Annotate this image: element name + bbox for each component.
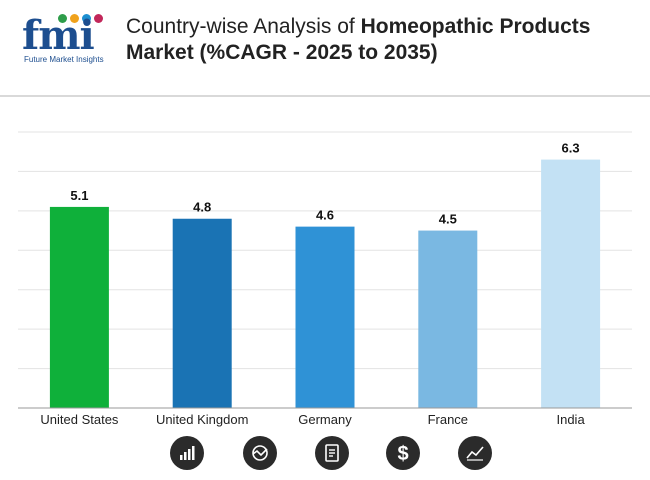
trend-icon <box>458 436 492 470</box>
logo-dot-orange <box>70 14 79 23</box>
data-label: 4.8 <box>193 200 211 215</box>
bar <box>172 218 232 408</box>
bar-chart-icon <box>170 436 204 470</box>
data-label: 5.1 <box>70 188 88 203</box>
x-tick-label: United States <box>40 412 119 427</box>
logo-dot-blue <box>82 14 91 23</box>
logo-tagline: Future Market Insights <box>24 55 104 64</box>
chart-title: Country-wise Analysis of Homeopathic Pro… <box>126 14 626 66</box>
data-label: 6.3 <box>562 141 580 156</box>
title-normal: Country-wise Analysis of <box>126 15 361 38</box>
logo-dot-red <box>94 14 103 23</box>
x-tick-label: France <box>428 412 468 427</box>
logo-text: fmi <box>22 12 95 59</box>
brand-logo: fmi Future Market Insights <box>22 12 112 72</box>
x-tick-label: United Kingdom <box>156 412 249 427</box>
svg-text:$: $ <box>397 443 408 464</box>
dollar-icon: $ <box>386 436 420 470</box>
bar <box>295 226 355 408</box>
x-tick-label: Germany <box>298 412 352 427</box>
report-icon <box>315 436 349 470</box>
data-label: 4.6 <box>316 208 334 223</box>
title-bold-2: Market (%CAGR - 2025 to 2035) <box>126 41 438 64</box>
bar <box>49 206 109 408</box>
data-label: 4.5 <box>439 212 457 227</box>
header-divider <box>0 95 650 97</box>
icon-row: $ <box>0 432 650 476</box>
analysis-icon <box>243 436 277 470</box>
bar <box>541 159 601 408</box>
logo-dot-green <box>58 14 67 23</box>
bar <box>418 230 478 408</box>
title-bold-1: Homeopathic Products <box>360 15 591 38</box>
bar-chart: 5.1 United States 4.8 United Kingdom 4.6 Germ… <box>18 131 632 427</box>
x-tick-label: India <box>556 412 585 427</box>
header: fmi Future Market Insights Country-wise … <box>0 0 650 95</box>
